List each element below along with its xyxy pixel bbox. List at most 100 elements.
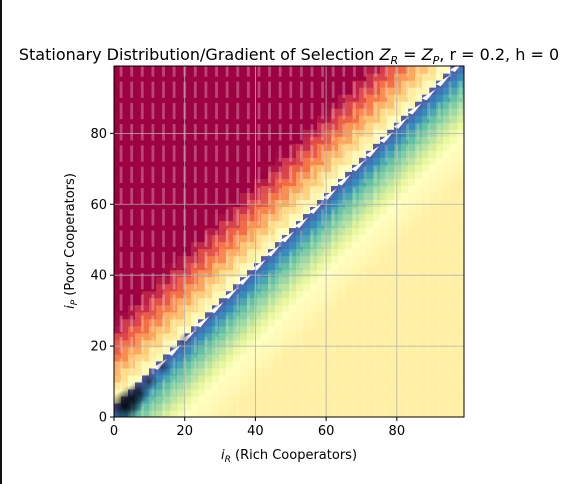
heatmap-cell (219, 402, 227, 411)
heatmap-cell (261, 402, 269, 411)
gradient-streak (331, 66, 335, 77)
heatmap-cell (366, 87, 374, 95)
gradient-streak (321, 187, 324, 205)
heatmap-cell (443, 66, 451, 74)
heatmap-cell (163, 269, 171, 278)
heatmap-cell (268, 332, 276, 341)
heatmap-cell (191, 395, 199, 404)
heatmap-cell (254, 395, 262, 404)
heatmap-cell (205, 101, 213, 109)
heatmap-cell (303, 283, 311, 292)
heatmap-cell (114, 318, 122, 327)
heatmap-cell (401, 227, 409, 236)
heatmap-cell (114, 311, 122, 320)
heatmap-cell (408, 402, 416, 411)
gradient-arrow (209, 302, 224, 314)
heatmap-cell (380, 276, 388, 285)
heatmap-cell (394, 388, 402, 397)
gradient-arrow (167, 344, 182, 356)
heatmap-cell (338, 157, 346, 165)
heatmap-cell (268, 227, 276, 236)
heatmap-cell (401, 283, 409, 292)
gradient-streak (299, 145, 303, 162)
heatmap-cell (401, 269, 409, 278)
heatmap-cell (345, 255, 353, 264)
heatmap-cell (240, 227, 248, 236)
heatmap-cell (170, 353, 178, 362)
heatmap-cell (219, 395, 227, 404)
gradient-streak (236, 66, 240, 77)
gradient-streak (459, 379, 462, 396)
heatmap-cell (205, 311, 213, 320)
heatmap-cell (289, 304, 297, 313)
gradient-streak (310, 294, 314, 311)
gradient-streak (353, 315, 356, 332)
gradient-streak (268, 230, 271, 247)
heatmap-cell (254, 164, 262, 172)
heatmap-cell (212, 122, 220, 130)
heatmap-cell (184, 255, 192, 264)
heatmap-cell (170, 157, 178, 165)
heatmap-cell (373, 297, 381, 306)
heatmap-cell (226, 304, 234, 313)
gradient-streak (130, 294, 134, 311)
heatmap-cell (394, 248, 402, 257)
heatmap-cell (205, 157, 213, 165)
heatmap-cell (275, 304, 283, 313)
heatmap-cell (254, 255, 262, 264)
heatmap-cell (429, 311, 437, 320)
heatmap-cell (317, 311, 325, 320)
heatmap-cell (296, 276, 304, 285)
chart-title: Stationary Distribution/Gradient of Sele… (19, 45, 559, 67)
heatmap-cell (226, 262, 234, 271)
heatmap-cell (366, 402, 374, 411)
heatmap-cell (324, 325, 332, 334)
heatmap-cell (240, 150, 248, 158)
heatmap-cell (373, 311, 381, 320)
heatmap-cell (415, 108, 423, 116)
heatmap-cell (142, 108, 150, 116)
heatmap-cell (401, 143, 409, 151)
heatmap-cell (128, 87, 136, 95)
heatmap-cell (268, 241, 276, 250)
heatmap-cell (345, 80, 353, 88)
heatmap-cell (275, 87, 283, 95)
heatmap-cell (401, 374, 409, 383)
heatmap-cell (408, 304, 416, 313)
heatmap-cell (212, 402, 220, 411)
heatmap-cell (387, 171, 395, 179)
heatmap-cell (317, 192, 325, 200)
gradient-streak (162, 230, 165, 247)
gradient-streak (299, 230, 303, 247)
heatmap-cell (408, 255, 416, 264)
gradient-streak (225, 315, 229, 332)
heatmap-cell (324, 262, 332, 271)
heatmap-cell (135, 241, 143, 250)
gradient-streak (225, 209, 229, 226)
gradient-streak (172, 209, 176, 226)
heatmap-cell (191, 192, 199, 200)
heatmap-cell (317, 325, 325, 334)
heatmap-cell (261, 199, 269, 207)
heatmap-cell (380, 73, 388, 81)
heatmap-cell (436, 374, 444, 383)
heatmap-cell (380, 248, 388, 257)
heatmap-cell (352, 171, 360, 179)
heatmap-cell (366, 346, 374, 355)
heatmap-cell (135, 248, 143, 257)
heatmap-cell (366, 136, 374, 144)
heatmap-cell (373, 269, 381, 278)
gradient-streak (278, 400, 282, 417)
heatmap-cell (114, 325, 122, 334)
heatmap-cell (422, 346, 430, 355)
heatmap-cell (436, 241, 444, 250)
heatmap-cell (233, 241, 241, 250)
heatmap-cell (422, 108, 430, 116)
heatmap-cell (345, 374, 353, 383)
gradient-streak (299, 81, 303, 98)
heatmap-cell (415, 339, 423, 348)
heatmap-cell (128, 248, 136, 257)
heatmap-cell (401, 381, 409, 390)
heatmap-cell (198, 87, 206, 95)
gradient-streak (162, 102, 165, 120)
